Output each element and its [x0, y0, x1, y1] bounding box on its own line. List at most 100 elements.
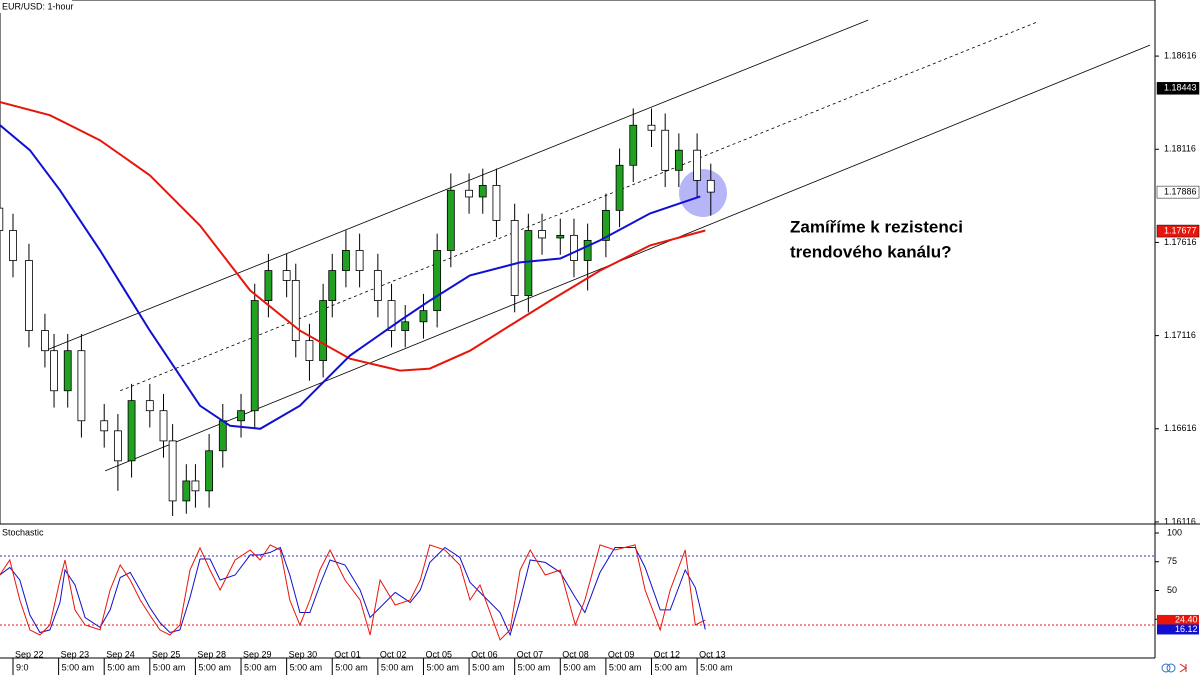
x-tick-label: Oct 02 [380, 649, 407, 659]
value-marker-label: 16.12 [1175, 624, 1198, 634]
value-marker [1157, 624, 1199, 635]
trend-line [44, 19, 869, 352]
time-label: 5:00 am [107, 662, 140, 672]
candle-body [387, 300, 396, 331]
y-tick-label: 1.16616 [1164, 423, 1197, 433]
value-marker [1157, 614, 1199, 625]
x-tick-label: Oct 06 [471, 649, 498, 659]
toolbar-icons[interactable] [1161, 663, 1187, 673]
candle-body [191, 480, 200, 492]
candle-body [63, 350, 72, 392]
time-label: 5:00 am [290, 662, 323, 672]
candle-body [570, 234, 578, 261]
x-tick-label: Oct 08 [562, 649, 589, 659]
icon[interactable] [1166, 663, 1176, 673]
time-label: 5:00 am [335, 662, 368, 672]
icon[interactable] [1179, 663, 1187, 673]
candle-body [538, 230, 546, 239]
candle-body [693, 149, 702, 181]
x-tick-label: Oct 12 [653, 649, 680, 659]
y-tick-label: 50 [1167, 585, 1177, 595]
x-tick-label: Sep 29 [243, 649, 272, 659]
time-label: 5:00 am [563, 662, 596, 672]
annotation: trendového kanálu? [790, 242, 952, 261]
time-label: 5:00 am [198, 662, 231, 672]
moving-average [0, 124, 701, 430]
price-marker [1156, 82, 1200, 95]
stoch-title-bg [0, 527, 42, 539]
candle-body [9, 230, 17, 261]
title-bg [0, 0, 72, 13]
candle-body [446, 189, 455, 251]
candle-body [182, 480, 191, 502]
y-tick-label: 1.18616 [1164, 50, 1197, 60]
time-label: 5:00 am [654, 662, 687, 672]
candle-body [647, 124, 656, 131]
candle-body [419, 310, 428, 323]
time-label: 5:00 am [609, 662, 642, 672]
candle-body [159, 410, 168, 442]
candle-body [478, 185, 487, 198]
x-tick-label: Sep 23 [61, 649, 90, 659]
icon[interactable] [1161, 663, 1171, 673]
annotation: Zamíříme k rezistenci [790, 217, 963, 236]
candle-body [674, 149, 683, 171]
y-tick-label: 100 [1167, 527, 1182, 537]
x-tick-label: Oct 07 [517, 649, 544, 659]
time-label: 5:00 am [426, 662, 459, 672]
x-tick-label: Oct 01 [334, 649, 361, 659]
x-tick-label: Sep 24 [106, 649, 135, 659]
y-tick-label: 1.17116 [1164, 330, 1196, 340]
x-tick-label: Sep 30 [289, 649, 318, 659]
candle-body [50, 350, 58, 392]
candle-body [264, 270, 273, 301]
price-marker-label: 1.17677 [1164, 225, 1197, 235]
candle-body [205, 450, 214, 492]
trend-line [104, 44, 1151, 472]
candle-body [113, 430, 122, 462]
candle-body [510, 220, 519, 296]
time-label: 5:00 am [472, 662, 505, 672]
time-label: 5:00 am [244, 662, 277, 672]
candle-body [0, 207, 4, 231]
candle-body [218, 420, 227, 452]
y-tick-label: 75 [1167, 556, 1177, 566]
candle-body [127, 400, 136, 462]
price-marker-label: 1.18443 [1164, 83, 1197, 93]
y-tick-label: 1.16116 [1164, 516, 1196, 526]
price-marker-label: 1.17886 [1164, 186, 1197, 196]
candle-body [433, 250, 442, 312]
candle-body [25, 260, 33, 331]
highlight-circle [679, 169, 727, 217]
time-label: 5:00 am [62, 662, 95, 672]
candle-body [583, 239, 592, 261]
candle-body [465, 189, 473, 198]
candle-body [706, 179, 715, 193]
candle-body [168, 440, 177, 502]
time-label: 9:0 [16, 662, 29, 672]
candle-body [629, 124, 638, 166]
trend-line [120, 21, 1038, 392]
candle-body [524, 230, 533, 296]
candle-body [77, 350, 86, 422]
candle-body [615, 164, 624, 211]
candle-body [601, 209, 610, 241]
x-tick-label: Oct 09 [608, 649, 635, 659]
candle-body [41, 330, 49, 352]
x-tick-label: Sep 28 [197, 649, 226, 659]
candle-body [291, 280, 300, 342]
candle-body [319, 300, 328, 361]
stochastic-line [0, 544, 706, 641]
time-label: 5:00 am [518, 662, 551, 672]
candle-body [342, 250, 350, 271]
x-tick-label: Oct 13 [699, 649, 726, 659]
time-label: 5:00 am [381, 662, 414, 672]
plot-layer: 1.18616 1.18116 1.17616 1.17116 1.16616 1.161… [0, 19, 1197, 675]
x-tick-label: Sep 25 [152, 649, 181, 659]
x-tick-label: Oct 05 [425, 649, 452, 659]
chart-title: EUR/USD: 1-hour [2, 1, 74, 11]
candle-body [661, 129, 670, 171]
candle-body [355, 250, 364, 271]
candle-body [237, 410, 245, 422]
